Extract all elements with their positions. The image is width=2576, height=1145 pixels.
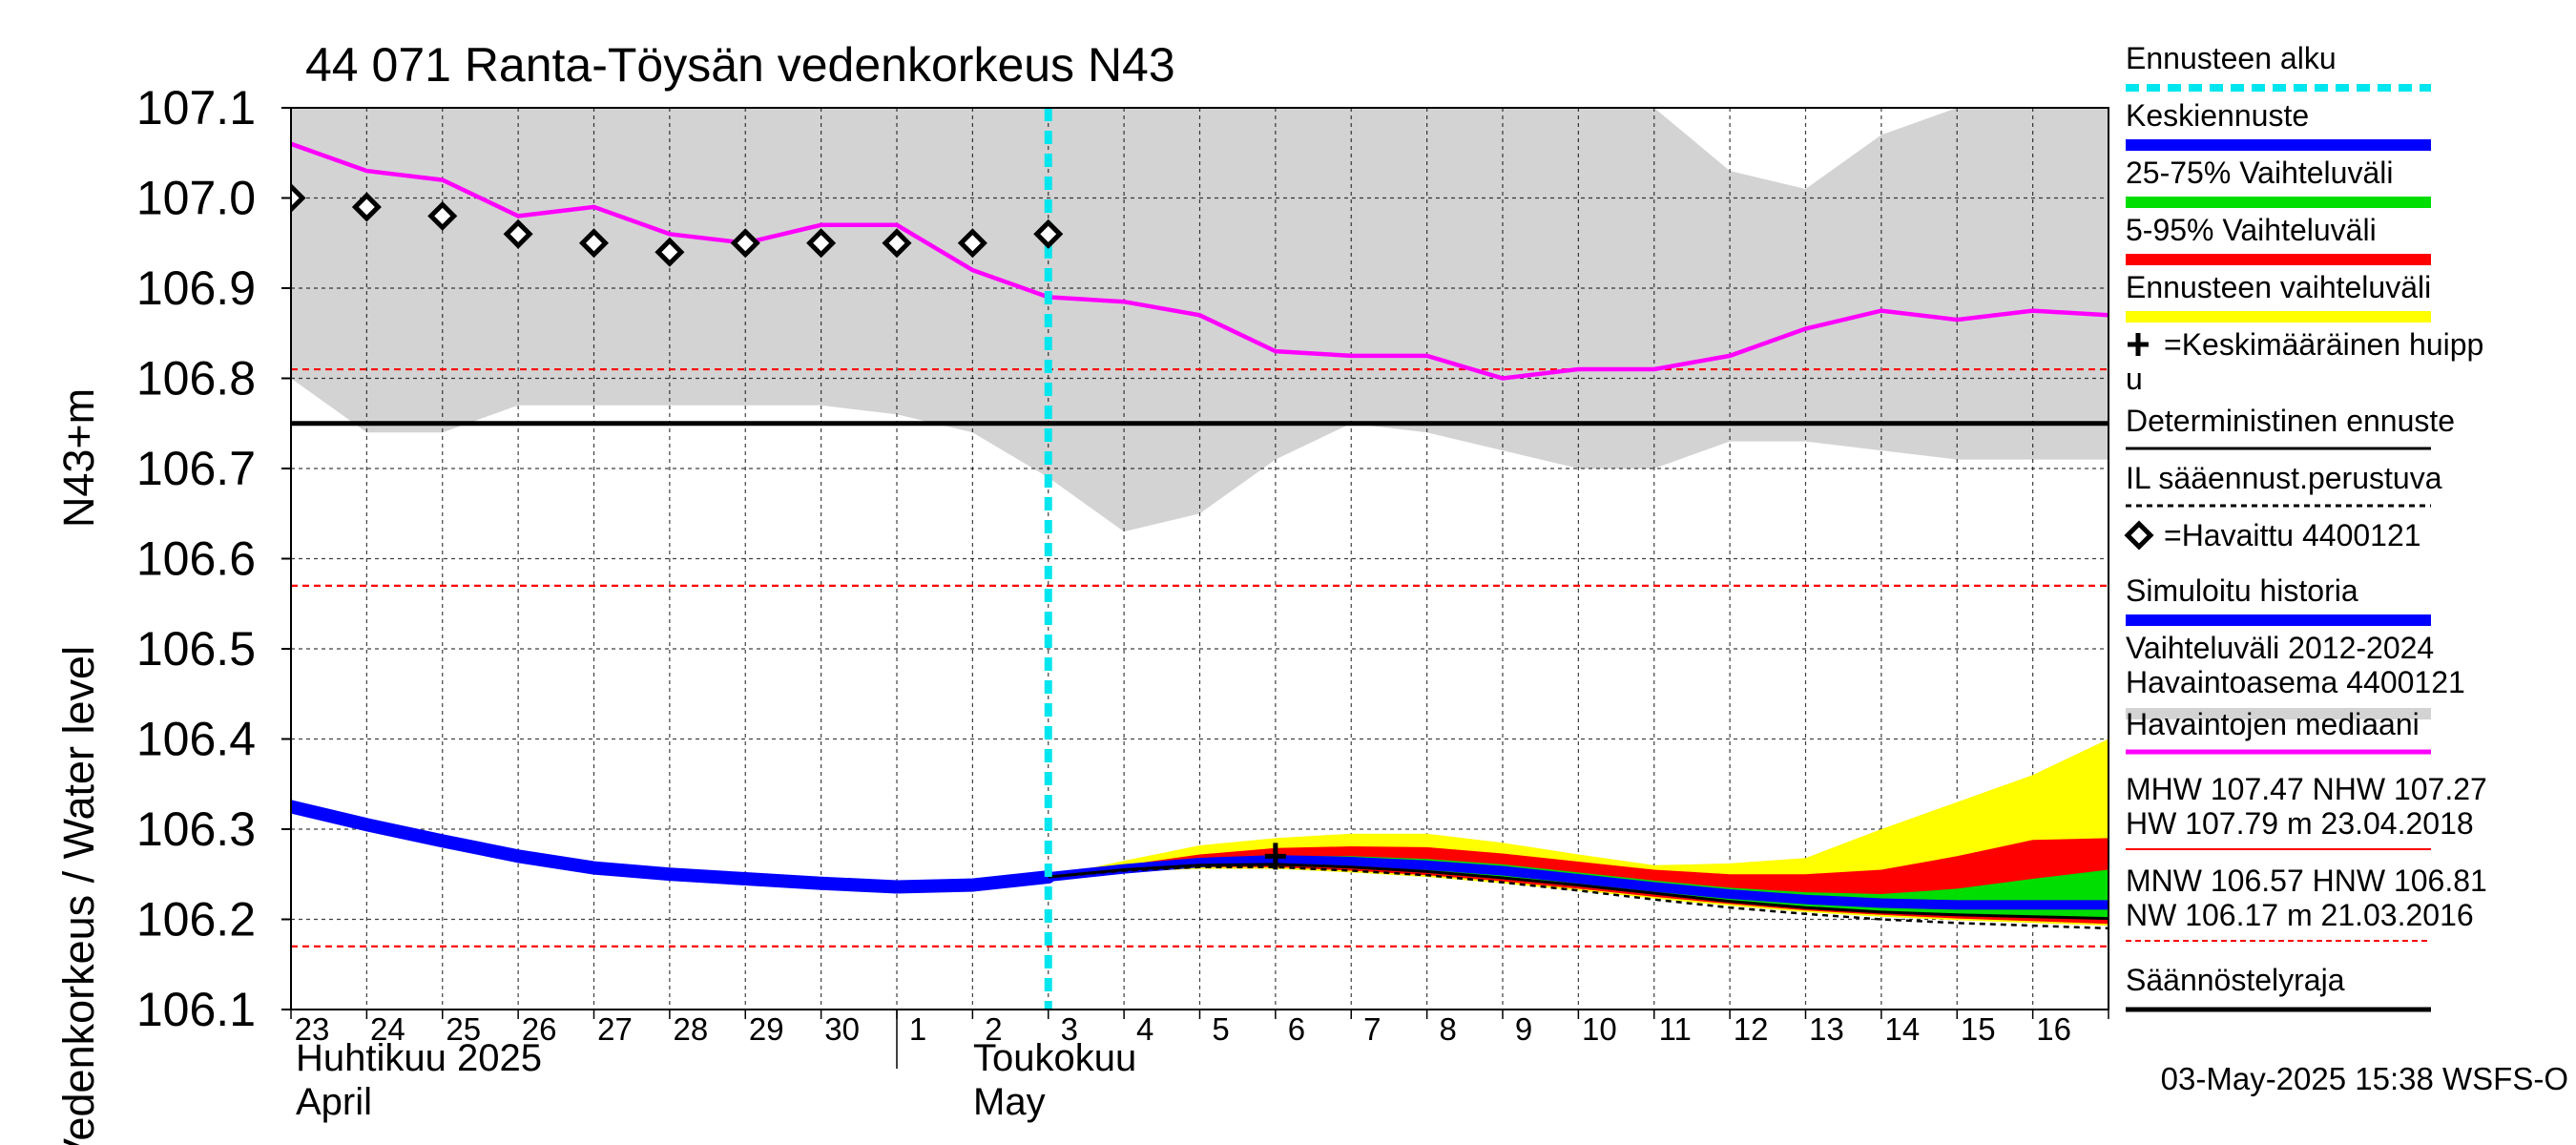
observed-point bbox=[578, 228, 610, 259]
legend-label: Deterministinen ennuste bbox=[2126, 404, 2455, 438]
legend-label: IL sääennust.perustuva bbox=[2126, 461, 2442, 495]
legend-swatch bbox=[2126, 614, 2431, 626]
deterministic-forecast-line bbox=[1048, 863, 2109, 921]
legend-label: Vaihteluväli 2012-2024 bbox=[2126, 631, 2434, 665]
x-tick-label: 12 bbox=[1734, 1011, 1769, 1047]
x-tick-label: 6 bbox=[1288, 1011, 1305, 1047]
x-tick-label: 8 bbox=[1439, 1011, 1456, 1047]
observed-point bbox=[351, 192, 382, 222]
x-tick-label: 10 bbox=[1582, 1011, 1617, 1047]
x-tick-label: 16 bbox=[2036, 1011, 2071, 1047]
observed-point bbox=[882, 228, 912, 259]
legend-label: Keskiennuste bbox=[2126, 98, 2309, 133]
legend-label: 5-95% Vaihteluväli bbox=[2126, 213, 2377, 247]
x-tick-label: 9 bbox=[1515, 1011, 1532, 1047]
legend-regulation-label: Säännöstelyraja bbox=[2126, 963, 2345, 997]
legend-swatch bbox=[2126, 311, 2431, 323]
legend-plus-icon bbox=[2128, 333, 2149, 356]
x-tick-label: 2 bbox=[985, 1011, 1002, 1047]
legend-diamond-icon bbox=[2124, 520, 2154, 551]
legend-swatch bbox=[2126, 197, 2431, 208]
legend-swatch bbox=[2126, 139, 2431, 151]
x-tick-label: 5 bbox=[1212, 1011, 1229, 1047]
x-tick-label: 15 bbox=[1961, 1011, 1996, 1047]
x-tick-label: 3 bbox=[1061, 1011, 1078, 1047]
mean-peak-marker bbox=[1264, 843, 1286, 870]
observed-point bbox=[806, 228, 837, 259]
il-forecast-line bbox=[1048, 865, 2109, 930]
observed-point bbox=[1033, 219, 1064, 249]
y-tick-label: 106.9 bbox=[136, 261, 256, 315]
legend-stats-line1: MHW 107.47 NHW 107.27 bbox=[2126, 772, 2487, 806]
legend-label: Ennusteen vaihteluväli bbox=[2126, 270, 2431, 304]
x-tick-label: 26 bbox=[522, 1011, 557, 1047]
x-tick-label: 1 bbox=[909, 1011, 926, 1047]
x-tick-label: 24 bbox=[370, 1011, 405, 1047]
legend-label: Ennusteen alku bbox=[2126, 41, 2337, 75]
y-axis-label: Vedenkorkeus / Water level bbox=[54, 646, 103, 1145]
y-tick-label: 107.1 bbox=[136, 81, 256, 135]
x-axis-ticks: 23 24 25 26 27 28 29 30 1 2 3 4 5 6 7 8 9 10 11 12 13 14 15 16 bbox=[290, 1010, 2109, 1047]
y-tick-label: 106.7 bbox=[136, 442, 256, 495]
x-tick-label: 4 bbox=[1136, 1011, 1153, 1047]
legend: Ennusteen alku Keskiennuste 25-75% Vaihtel… bbox=[2124, 41, 2487, 1012]
legend-label-cont: u bbox=[2126, 362, 2143, 396]
x-tick-label: 13 bbox=[1809, 1011, 1844, 1047]
x-tick-label: 11 bbox=[1659, 1011, 1692, 1047]
month-label-fi: Toukokuu bbox=[973, 1037, 1136, 1079]
x-tick-label: 14 bbox=[1885, 1011, 1921, 1047]
plot-contents bbox=[291, 108, 2109, 1010]
x-tick-label: 25 bbox=[446, 1011, 481, 1047]
y-tick-label: 106.6 bbox=[136, 532, 256, 586]
x-tick-label: 30 bbox=[824, 1011, 860, 1047]
observed-point bbox=[957, 228, 987, 259]
legend-label-cont: Havaintoasema 4400121 bbox=[2126, 665, 2465, 699]
observed-point bbox=[654, 237, 685, 267]
mean-forecast-line bbox=[1048, 855, 2109, 910]
simulated-history-line bbox=[291, 800, 1055, 894]
y-tick-label: 106.2 bbox=[136, 893, 256, 947]
y-tick-label: 106.8 bbox=[136, 352, 256, 406]
x-tick-label: 29 bbox=[749, 1011, 784, 1047]
legend-swatch bbox=[2126, 254, 2431, 265]
legend-label: =Havaittu 4400121 bbox=[2164, 518, 2421, 552]
observed-point bbox=[291, 182, 306, 214]
plot-area bbox=[290, 107, 2109, 1010]
y-tick-label: 107.0 bbox=[136, 172, 256, 225]
legend-stats-line1: MNW 106.57 HNW 106.81 bbox=[2126, 864, 2487, 898]
y-axis-unit-label: N43+m bbox=[54, 388, 103, 528]
observed-point bbox=[503, 219, 533, 249]
legend-stats-line2: NW 106.17 m 21.03.2016 bbox=[2126, 898, 2474, 932]
x-tick-label: 23 bbox=[295, 1011, 330, 1047]
y-tick-label: 106.4 bbox=[136, 713, 256, 766]
legend-label: Havaintojen mediaani bbox=[2126, 707, 2420, 741]
y-axis-ticks: 106.1 106.2 106.3 106.4 106.5 106.6 106.7 106.8… bbox=[136, 81, 291, 1036]
y-tick-label: 106.5 bbox=[136, 622, 256, 676]
y-tick-label: 106.1 bbox=[136, 983, 256, 1036]
month-label-en: May bbox=[973, 1081, 1046, 1123]
timestamp-footer: 03-May-2025 15:38 WSFS-O bbox=[2161, 1061, 2568, 1096]
chart-title: 44 071 Ranta-Töysän vedenkorkeus N43 bbox=[305, 38, 1175, 92]
month-label-en: April bbox=[296, 1081, 372, 1123]
legend-label: 25-75% Vaihteluväli bbox=[2126, 156, 2393, 190]
legend-swatch bbox=[2126, 708, 2431, 719]
median-line bbox=[291, 141, 2109, 381]
x-tick-label: 28 bbox=[674, 1011, 709, 1047]
x-tick-label: 27 bbox=[597, 1011, 633, 1047]
legend-stats-line2: HW 107.79 m 23.04.2018 bbox=[2126, 806, 2474, 841]
y-tick-label: 106.3 bbox=[136, 802, 256, 856]
legend-label: Simuloitu historia bbox=[2126, 573, 2358, 608]
observed-point bbox=[427, 200, 458, 231]
legend-label: =Keskimääräinen huipp bbox=[2164, 327, 2483, 362]
observed-point bbox=[730, 228, 760, 259]
x-tick-label: 7 bbox=[1363, 1011, 1381, 1047]
month-label-fi: Huhtikuu 2025 bbox=[296, 1037, 542, 1079]
